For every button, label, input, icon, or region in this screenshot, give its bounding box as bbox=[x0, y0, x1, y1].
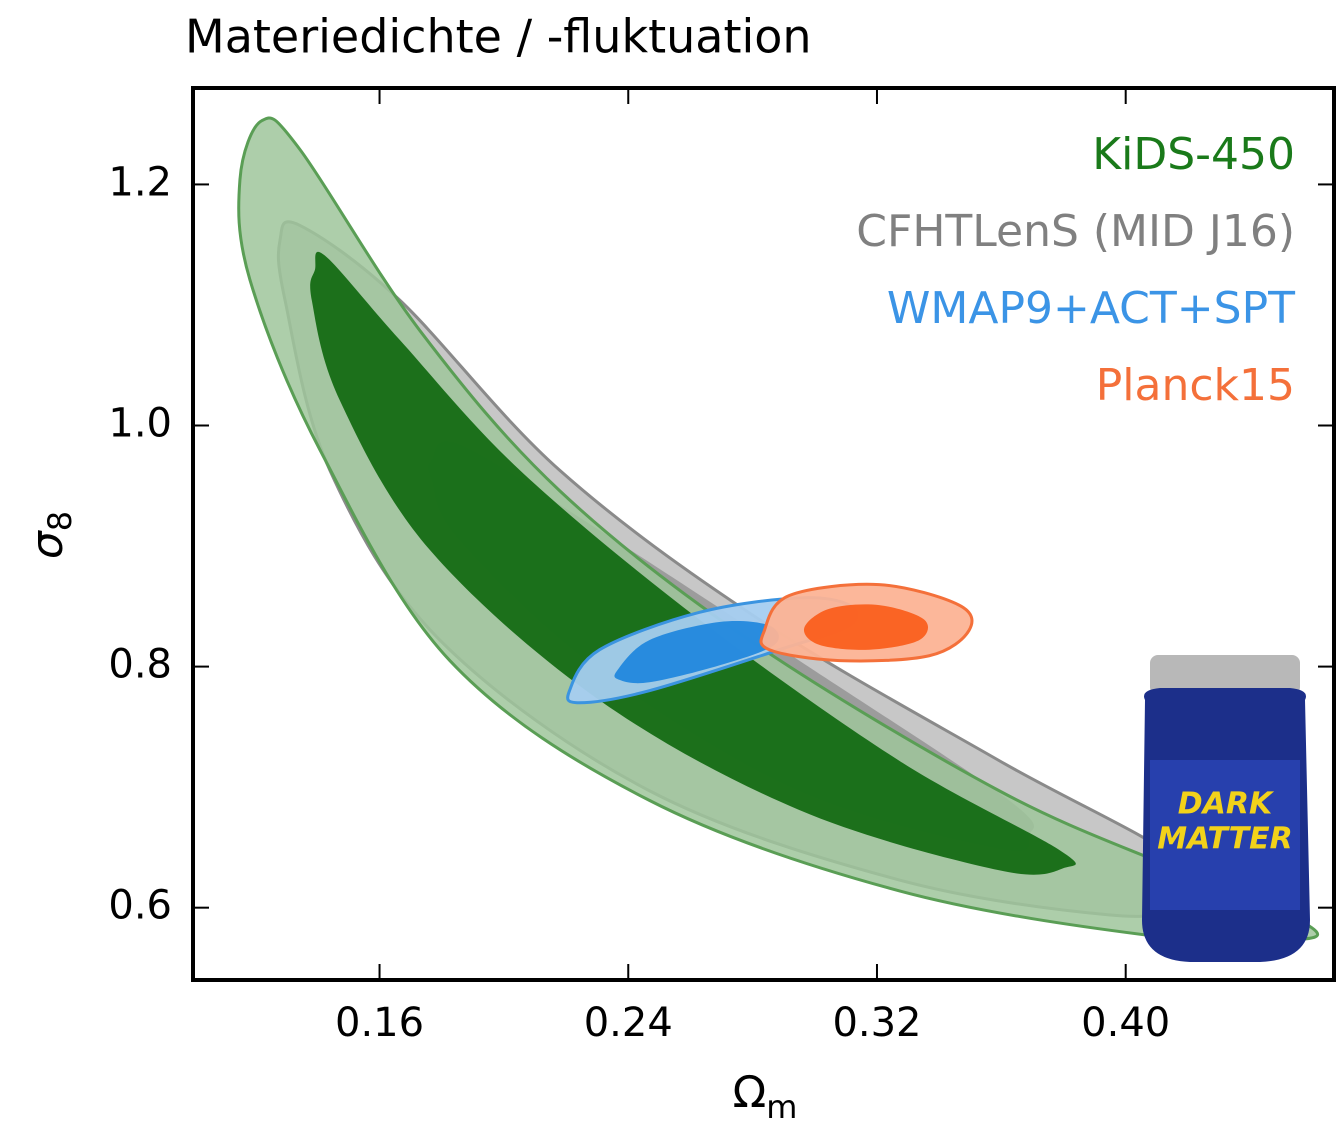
y-tick-label: 1.2 bbox=[108, 159, 172, 205]
jar-text: DARK bbox=[1178, 787, 1275, 822]
x-label-symbol: Ω bbox=[733, 1067, 767, 1118]
legend-entry: KiDS-450 bbox=[1092, 129, 1295, 180]
x-tick-label: 0.24 bbox=[584, 1000, 673, 1046]
legend-entry: CFHTLenS (MID J16) bbox=[856, 206, 1295, 257]
y-tick-label: 0.8 bbox=[108, 642, 172, 688]
jar: DARK MATTER bbox=[1142, 655, 1310, 962]
y-label-symbol: σ bbox=[22, 530, 73, 559]
y-label-subscript: 8 bbox=[41, 511, 79, 531]
chart: Materiedichte / -fluktuation DARK MATTER… bbox=[0, 0, 1337, 1123]
legend-entry: WMAP9+ACT+SPT bbox=[887, 283, 1295, 334]
y-tick-label: 0.6 bbox=[108, 883, 172, 929]
jar-text: MATTER bbox=[1157, 822, 1292, 857]
x-tick-label: 0.16 bbox=[335, 1000, 424, 1046]
chart-title: Materiedichte / -fluktuation bbox=[185, 10, 812, 64]
legend-entry: Planck15 bbox=[1096, 360, 1295, 411]
x-label-subscript: m bbox=[766, 1088, 797, 1123]
x-tick-label: 0.32 bbox=[832, 1000, 921, 1046]
x-axis-label: Ωm bbox=[733, 1067, 798, 1123]
y-tick-label: 1.0 bbox=[108, 401, 172, 447]
y-axis-label: σ8 bbox=[22, 511, 79, 559]
x-tick-label: 0.40 bbox=[1081, 1000, 1170, 1046]
